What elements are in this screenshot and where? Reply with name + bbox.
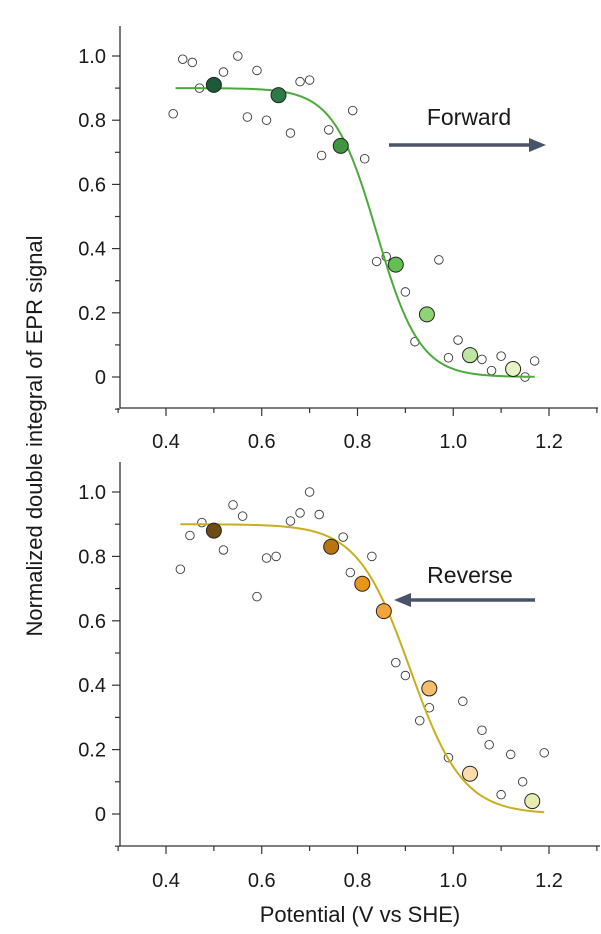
y-tick-label: 1.0 bbox=[78, 46, 106, 68]
raw-data-point bbox=[261, 553, 272, 563]
x-tick-label: 0.8 bbox=[344, 870, 372, 892]
raw-data-point bbox=[285, 516, 296, 526]
raw-data-point bbox=[295, 508, 305, 518]
x-tick-label: 0.4 bbox=[152, 870, 180, 892]
raw-data-point bbox=[218, 545, 229, 555]
mean-data-point bbox=[418, 306, 435, 323]
raw-data-point bbox=[347, 105, 358, 116]
raw-data-point bbox=[187, 57, 198, 68]
y-tick-label: 0.8 bbox=[78, 110, 106, 132]
raw-data-point bbox=[242, 112, 253, 122]
raw-data-point bbox=[458, 696, 468, 707]
x-tick-label: 0.6 bbox=[248, 431, 276, 453]
raw-data-point bbox=[197, 517, 207, 528]
raw-data-point bbox=[316, 150, 327, 161]
mean-data-point bbox=[205, 522, 222, 539]
direction-arrow-head bbox=[394, 593, 411, 607]
x-tick-label: 1.2 bbox=[535, 870, 563, 892]
forward-panel: 0 0.2 0.4 0.6 0.8 1.0 0.4 0.6 0.8 1.0 1.2 Forward bbox=[78, 26, 598, 453]
raw-data-point bbox=[175, 564, 186, 575]
x-tick-label: 1.2 bbox=[535, 431, 563, 453]
raw-data-point bbox=[484, 740, 494, 750]
y-tick-label: 0.6 bbox=[78, 611, 106, 633]
raw-data-point bbox=[453, 335, 463, 345]
y-tick-label: 0.4 bbox=[78, 239, 106, 261]
y-tick-label: 0.4 bbox=[78, 675, 106, 697]
reverse-label: Reverse bbox=[427, 562, 513, 588]
mean-data-point bbox=[205, 76, 222, 93]
x-tick-label: 1.0 bbox=[439, 870, 467, 892]
raw-data-point bbox=[400, 287, 411, 297]
y-axis-title: Normalized double integral of EPR signal bbox=[22, 235, 47, 636]
raw-data-point bbox=[443, 352, 454, 363]
raw-data-point bbox=[505, 749, 516, 760]
raw-data-point bbox=[252, 65, 262, 76]
raw-data-point bbox=[261, 115, 272, 125]
mean-data-point bbox=[421, 680, 438, 697]
mean-data-point bbox=[323, 538, 340, 555]
mean-data-point bbox=[375, 603, 392, 620]
raw-data-point bbox=[237, 511, 248, 521]
raw-data-point bbox=[359, 153, 370, 164]
x-tick-label: 0.4 bbox=[152, 431, 180, 453]
raw-data-point bbox=[400, 670, 411, 681]
y-tick-label: 0.2 bbox=[78, 740, 106, 762]
x-tick-label: 0.8 bbox=[344, 431, 372, 453]
x-tick-label: 1.0 bbox=[439, 431, 467, 453]
raw-data-point bbox=[517, 777, 528, 787]
raw-data-point bbox=[185, 530, 195, 541]
y-tick-label: 1.0 bbox=[78, 482, 106, 504]
direction-arrow-head bbox=[529, 138, 546, 152]
x-tick-label: 0.6 bbox=[248, 870, 276, 892]
raw-data-point bbox=[529, 356, 540, 366]
mean-data-point bbox=[332, 137, 349, 154]
raw-data-point bbox=[233, 51, 243, 61]
raw-data-point bbox=[178, 54, 188, 64]
mean-data-point bbox=[462, 347, 479, 364]
raw-data-point bbox=[367, 551, 377, 562]
raw-data-point bbox=[314, 509, 324, 520]
raw-data-point bbox=[391, 657, 401, 668]
raw-data-point bbox=[218, 67, 229, 77]
raw-data-point bbox=[414, 715, 425, 726]
raw-data-point bbox=[271, 551, 281, 562]
raw-data-point bbox=[477, 725, 487, 736]
raw-data-point bbox=[345, 567, 356, 578]
raw-data-point bbox=[168, 109, 178, 119]
raw-data-point bbox=[539, 748, 549, 758]
raw-data-point bbox=[371, 256, 382, 267]
raw-data-point bbox=[228, 500, 238, 510]
raw-data-point bbox=[434, 255, 444, 265]
y-tick-label: 0.8 bbox=[78, 546, 106, 568]
raw-data-point bbox=[304, 75, 315, 85]
raw-data-point bbox=[324, 125, 334, 135]
y-tick-label: 0 bbox=[95, 367, 106, 389]
fit-curve bbox=[180, 523, 545, 814]
mean-data-point bbox=[462, 765, 479, 782]
x-axis-title: Potential (V vs SHE) bbox=[260, 902, 461, 927]
raw-data-point bbox=[496, 351, 506, 361]
fit-curve bbox=[175, 87, 535, 378]
y-tick-label: 0.2 bbox=[78, 303, 106, 325]
y-tick-label: 0.6 bbox=[78, 174, 106, 196]
mean-data-point bbox=[505, 360, 522, 377]
mean-data-point bbox=[354, 575, 371, 592]
raw-data-point bbox=[496, 789, 506, 800]
mean-data-point bbox=[270, 87, 287, 104]
raw-data-point bbox=[338, 532, 348, 542]
y-tick-label: 0 bbox=[95, 804, 106, 826]
raw-data-point bbox=[295, 76, 305, 87]
raw-data-point bbox=[486, 365, 497, 376]
raw-data-point bbox=[252, 591, 262, 602]
mean-data-point bbox=[387, 256, 404, 273]
reverse-panel: 0 0.2 0.4 0.6 0.8 1.0 0.4 0.6 0.8 1.0 1.2 Reverse bbox=[78, 462, 600, 892]
raw-data-point bbox=[285, 128, 296, 138]
mean-data-point bbox=[524, 793, 541, 810]
forward-label: Forward bbox=[427, 104, 511, 130]
raw-data-point bbox=[304, 487, 315, 497]
raw-data-point bbox=[477, 354, 487, 365]
